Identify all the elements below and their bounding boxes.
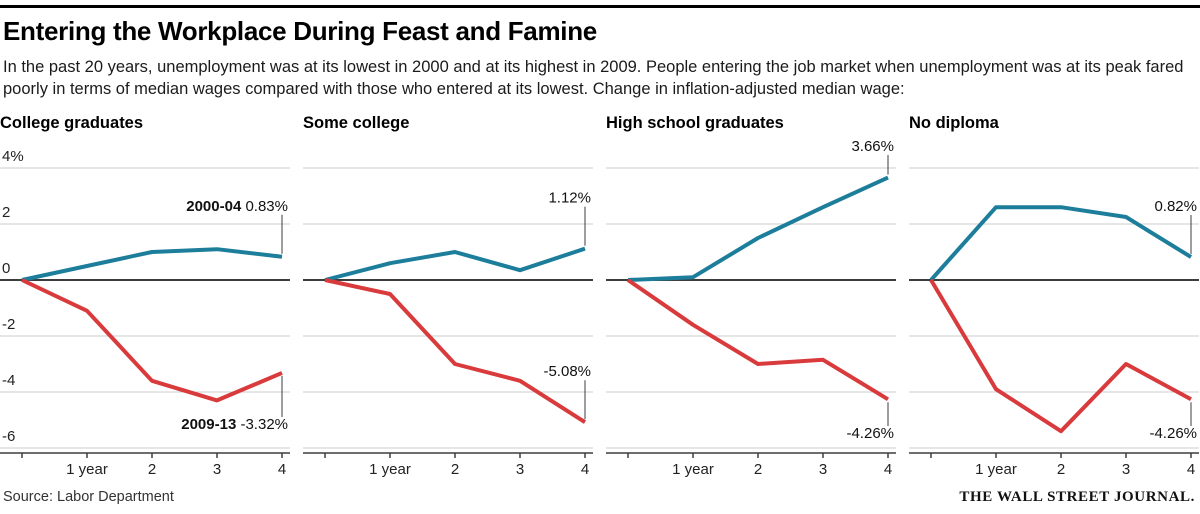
series-end-label: -5.08%	[543, 363, 591, 380]
chart-college-graduates: College graduates 4% 2 0 -2 -4 -6 1 year 2 3 4 2000…	[0, 112, 290, 486]
series-end-label: -4.26%	[1149, 425, 1197, 442]
x-tick-label: 4	[581, 461, 589, 478]
chart-no-diploma: No diploma 1 year 2 3 4 0.82% -4.26%	[909, 112, 1199, 486]
chart-title: High school graduates	[606, 114, 784, 132]
charts-row: College graduates 4% 2 0 -2 -4 -6 1 year 2 3 4 2000…	[0, 112, 1200, 486]
chart-high-school-graduates: High school graduates 1 year 2 3 4 3.66% -4.26…	[606, 112, 896, 486]
x-tick-label: 2	[148, 461, 156, 478]
x-tick-label: 3	[516, 461, 524, 478]
chart-title: No diploma	[909, 114, 999, 132]
y-tick-label: 2	[2, 204, 10, 221]
chart-title: College graduates	[0, 114, 144, 132]
chart-plot: 1 year 2 3 4 3.66% -4.26%	[606, 138, 896, 478]
series-value-label: 0.83%	[245, 198, 288, 215]
x-tick-label: 1 year	[672, 461, 714, 478]
x-tick-label: 2	[1057, 461, 1065, 478]
x-tick-label: 2	[754, 461, 762, 478]
series-end-label: 2009-13 -3.32%	[181, 416, 288, 433]
x-tick-label: 3	[819, 461, 827, 478]
y-tick-label: 0	[2, 260, 10, 277]
series-line-2009-13	[929, 278, 1192, 434]
x-tick-label: 1 year	[369, 461, 411, 478]
series-end-label: 2000-04 0.83%	[186, 198, 288, 215]
series-end-label: 1.12%	[548, 190, 591, 207]
x-tick-label: 4	[1187, 461, 1195, 478]
x-tick-label: 2	[451, 461, 459, 478]
series-line-2009-13	[21, 278, 283, 403]
source-note: Source: Labor Department	[3, 489, 174, 505]
series-name-label: 2009-13	[181, 416, 240, 433]
chart-plot: 1 year 2 3 4 0.82% -4.26%	[909, 167, 1199, 478]
series-line-2009-13	[324, 278, 587, 424]
x-tick-label: 4	[278, 461, 286, 478]
wsj-brand: THE WALL STREET JOURNAL.	[959, 489, 1195, 505]
chart-some-college: Some college 1 year 2 3 4 1.12% -5.08%	[303, 112, 593, 486]
x-tick-label: 1 year	[66, 461, 108, 478]
chart-plot: 4% 2 0 -2 -4 -6 1 year 2 3 4 2000-04 0.83% 2009-13 …	[0, 148, 290, 478]
y-tick-label: -4	[2, 372, 15, 389]
series-value-label: -3.32%	[240, 416, 288, 433]
subtitle: In the past 20 years, unemployment was a…	[3, 58, 1184, 98]
footer: Source: Labor Department THE WALL STREET…	[3, 489, 1195, 506]
x-tick-label: 4	[884, 461, 892, 478]
page-title: Entering the Workplace During Feast and …	[3, 16, 597, 46]
series-line-2000-04	[21, 247, 283, 282]
series-end-label: 3.66%	[851, 138, 894, 155]
series-line-2009-13	[626, 278, 890, 401]
x-tick-label: 3	[213, 461, 221, 478]
top-rule	[0, 5, 1200, 8]
series-line-2000-04	[627, 175, 889, 282]
y-tick-label: -2	[2, 316, 15, 333]
y-tick-label: -6	[2, 428, 15, 445]
series-end-label: 0.82%	[1154, 198, 1197, 215]
y-tick-label: 4%	[2, 148, 24, 165]
series-name-label: 2000-04	[186, 198, 245, 215]
series-line-2000-04	[324, 246, 586, 282]
chart-title: Some college	[303, 114, 410, 132]
x-tick-label: 1 year	[975, 461, 1017, 478]
series-end-label: -4.26%	[846, 425, 894, 442]
x-tick-label: 3	[1122, 461, 1130, 478]
series-line-2000-04	[929, 205, 1193, 282]
chart-plot: 1 year 2 3 4 1.12% -5.08%	[303, 167, 593, 478]
